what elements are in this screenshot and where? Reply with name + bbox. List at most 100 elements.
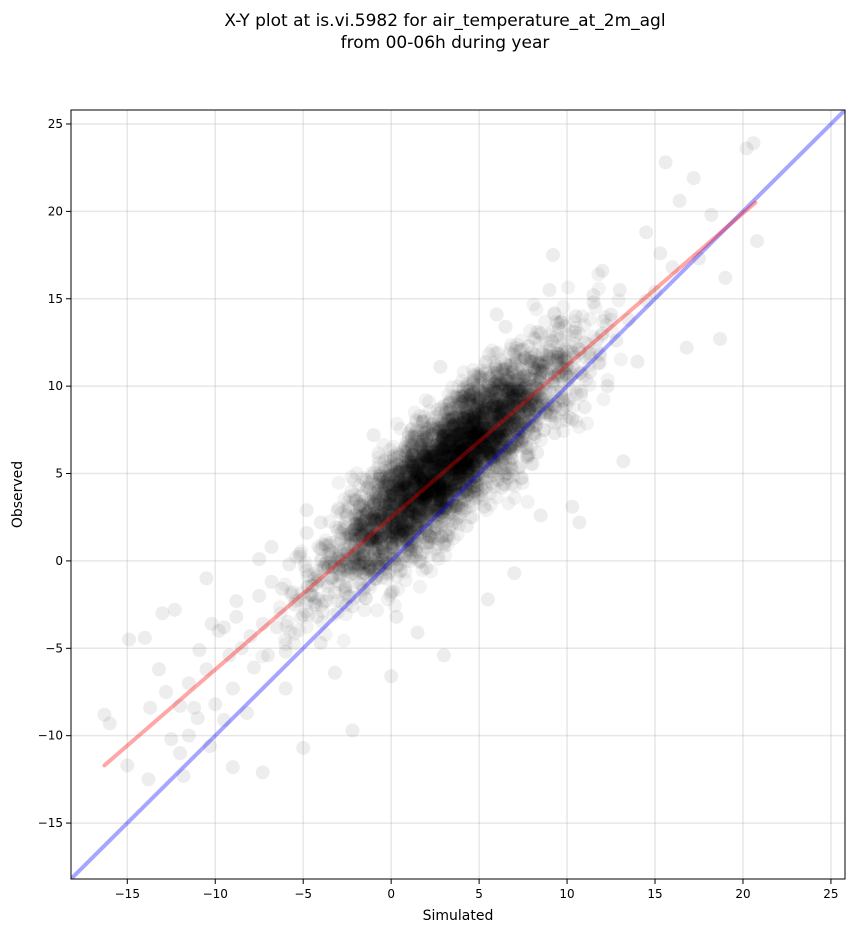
scatter-point xyxy=(394,509,409,524)
scatter-point xyxy=(517,398,532,413)
scatter-point xyxy=(480,421,495,436)
scatter-point xyxy=(369,522,384,537)
scatter-point xyxy=(393,512,408,527)
scatter-point xyxy=(480,592,495,607)
scatter-point xyxy=(466,418,481,433)
scatter-point xyxy=(505,387,520,402)
scatter-point xyxy=(448,482,463,497)
scatter-point xyxy=(447,419,462,434)
scatter-point xyxy=(519,449,534,464)
scatter-point xyxy=(384,457,399,472)
scatter-point xyxy=(529,377,544,392)
scatter-point xyxy=(432,459,447,474)
scatter-point xyxy=(430,504,445,519)
scatter-point xyxy=(401,471,416,486)
scatter-point xyxy=(452,428,467,443)
scatter-point xyxy=(430,548,445,563)
scatter-point xyxy=(423,449,438,464)
scatter-point xyxy=(446,531,461,546)
scatter-point xyxy=(551,316,566,331)
scatter-point xyxy=(431,497,446,512)
scatter-point xyxy=(440,485,455,500)
scatter-point xyxy=(409,455,424,470)
scatter-point xyxy=(406,505,421,520)
scatter-point xyxy=(497,432,512,447)
scatter-point xyxy=(454,416,469,431)
scatter-point xyxy=(465,413,480,428)
scatter-point xyxy=(392,485,407,500)
scatter-point xyxy=(467,414,482,429)
scatter-point xyxy=(381,499,396,514)
scatter-point xyxy=(524,391,539,406)
scatter-point xyxy=(419,517,434,532)
scatter-point xyxy=(438,440,453,455)
scatter-point xyxy=(463,399,478,414)
scatter-point xyxy=(456,485,471,500)
scatter-point xyxy=(430,458,445,473)
scatter-point xyxy=(443,434,458,449)
scatter-point xyxy=(446,454,461,469)
y-tick-label: 0 xyxy=(55,554,63,568)
x-tick-label: −10 xyxy=(203,887,228,901)
scatter-point xyxy=(425,427,440,442)
scatter-point xyxy=(713,331,728,346)
scatter-point xyxy=(419,464,434,479)
scatter-point xyxy=(469,434,484,449)
scatter-point xyxy=(499,372,514,387)
scatter-point xyxy=(390,490,405,505)
scatter-point xyxy=(582,358,597,373)
scatter-point xyxy=(382,442,397,457)
scatter-point xyxy=(501,397,516,412)
scatter-point xyxy=(434,436,449,451)
scatter-point xyxy=(395,510,410,525)
scatter-point xyxy=(361,538,376,553)
scatter-point xyxy=(448,390,463,405)
scatter-point xyxy=(426,467,441,482)
scatter-point xyxy=(421,450,436,465)
scatter-point xyxy=(412,490,427,505)
scatter-point xyxy=(483,433,498,448)
scatter-point xyxy=(580,416,595,431)
scatter-point xyxy=(445,410,460,425)
scatter-point xyxy=(467,405,482,420)
scatter-point xyxy=(501,439,516,454)
scatter-point xyxy=(461,419,476,434)
scatter-point xyxy=(417,503,432,518)
scatter-point xyxy=(445,507,460,522)
scatter-point xyxy=(181,676,196,691)
scatter-point xyxy=(455,403,470,418)
scatter-point xyxy=(429,469,444,484)
scatter-point xyxy=(480,421,495,436)
scatter-point xyxy=(462,389,477,404)
scatter-point xyxy=(507,400,522,415)
scatter-point xyxy=(401,466,416,481)
scatter-point xyxy=(377,551,392,566)
scatter-point xyxy=(462,430,477,445)
scatter-point xyxy=(362,520,377,535)
scatter-point xyxy=(382,463,397,478)
scatter-point xyxy=(457,453,472,468)
scatter-point xyxy=(438,416,453,431)
scatter-point xyxy=(392,463,407,478)
scatter-point xyxy=(475,403,490,418)
scatter-point xyxy=(495,394,510,409)
scatter-point xyxy=(379,490,394,505)
scatter-point xyxy=(444,474,459,489)
scatter-point xyxy=(450,411,465,426)
scatter-point xyxy=(405,538,420,553)
scatter-point xyxy=(531,400,546,415)
scatter-point xyxy=(422,465,437,480)
scatter-point xyxy=(412,458,427,473)
scatter-point xyxy=(222,648,237,663)
scatter-point xyxy=(508,423,523,438)
scatter-point xyxy=(425,466,440,481)
scatter-point xyxy=(411,437,426,452)
scatter-point xyxy=(410,488,425,503)
scatter-point xyxy=(513,384,528,399)
scatter-point xyxy=(389,466,404,481)
scatter-point xyxy=(416,448,431,463)
scatter-point xyxy=(485,422,500,437)
scatter-point xyxy=(499,447,514,462)
y-tick-label: 15 xyxy=(48,292,63,306)
scatter-point xyxy=(294,544,309,559)
